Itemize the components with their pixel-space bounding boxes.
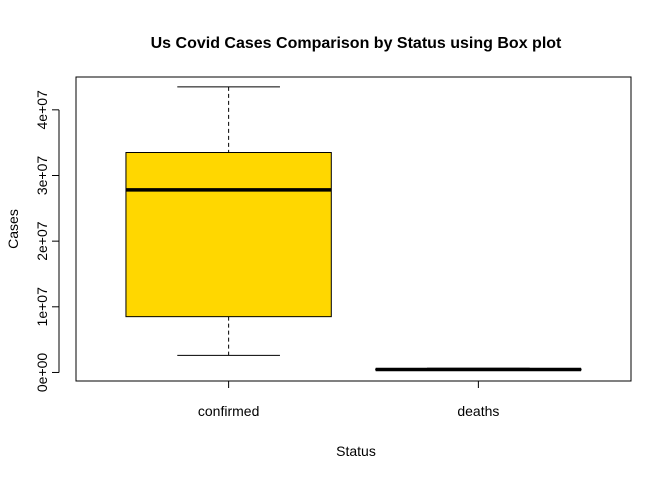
- y-tick-label: 1e+07: [34, 287, 50, 327]
- y-axis-label: Cases: [5, 209, 21, 249]
- box-confirmed: [125, 86, 332, 356]
- x-tick-label: confirmed: [198, 403, 259, 419]
- y-tick-label: 4e+07: [34, 90, 50, 130]
- x-tick-label: deaths: [457, 403, 499, 419]
- chart-title: Us Covid Cases Comparison by Status usin…: [151, 35, 562, 52]
- x-axis: confirmed deaths: [198, 380, 499, 419]
- y-tick-label: 3e+07: [34, 156, 50, 196]
- y-tick-label: 0e+00: [34, 353, 50, 393]
- y-tick-label: 2e+07: [34, 221, 50, 261]
- x-axis-label: Status: [336, 443, 376, 459]
- y-axis: 0e+00 1e+07 2e+07 3e+07 4e+07: [34, 90, 60, 393]
- box-series: [125, 86, 582, 372]
- iqr-box: [125, 152, 332, 318]
- box-deaths: [375, 367, 582, 372]
